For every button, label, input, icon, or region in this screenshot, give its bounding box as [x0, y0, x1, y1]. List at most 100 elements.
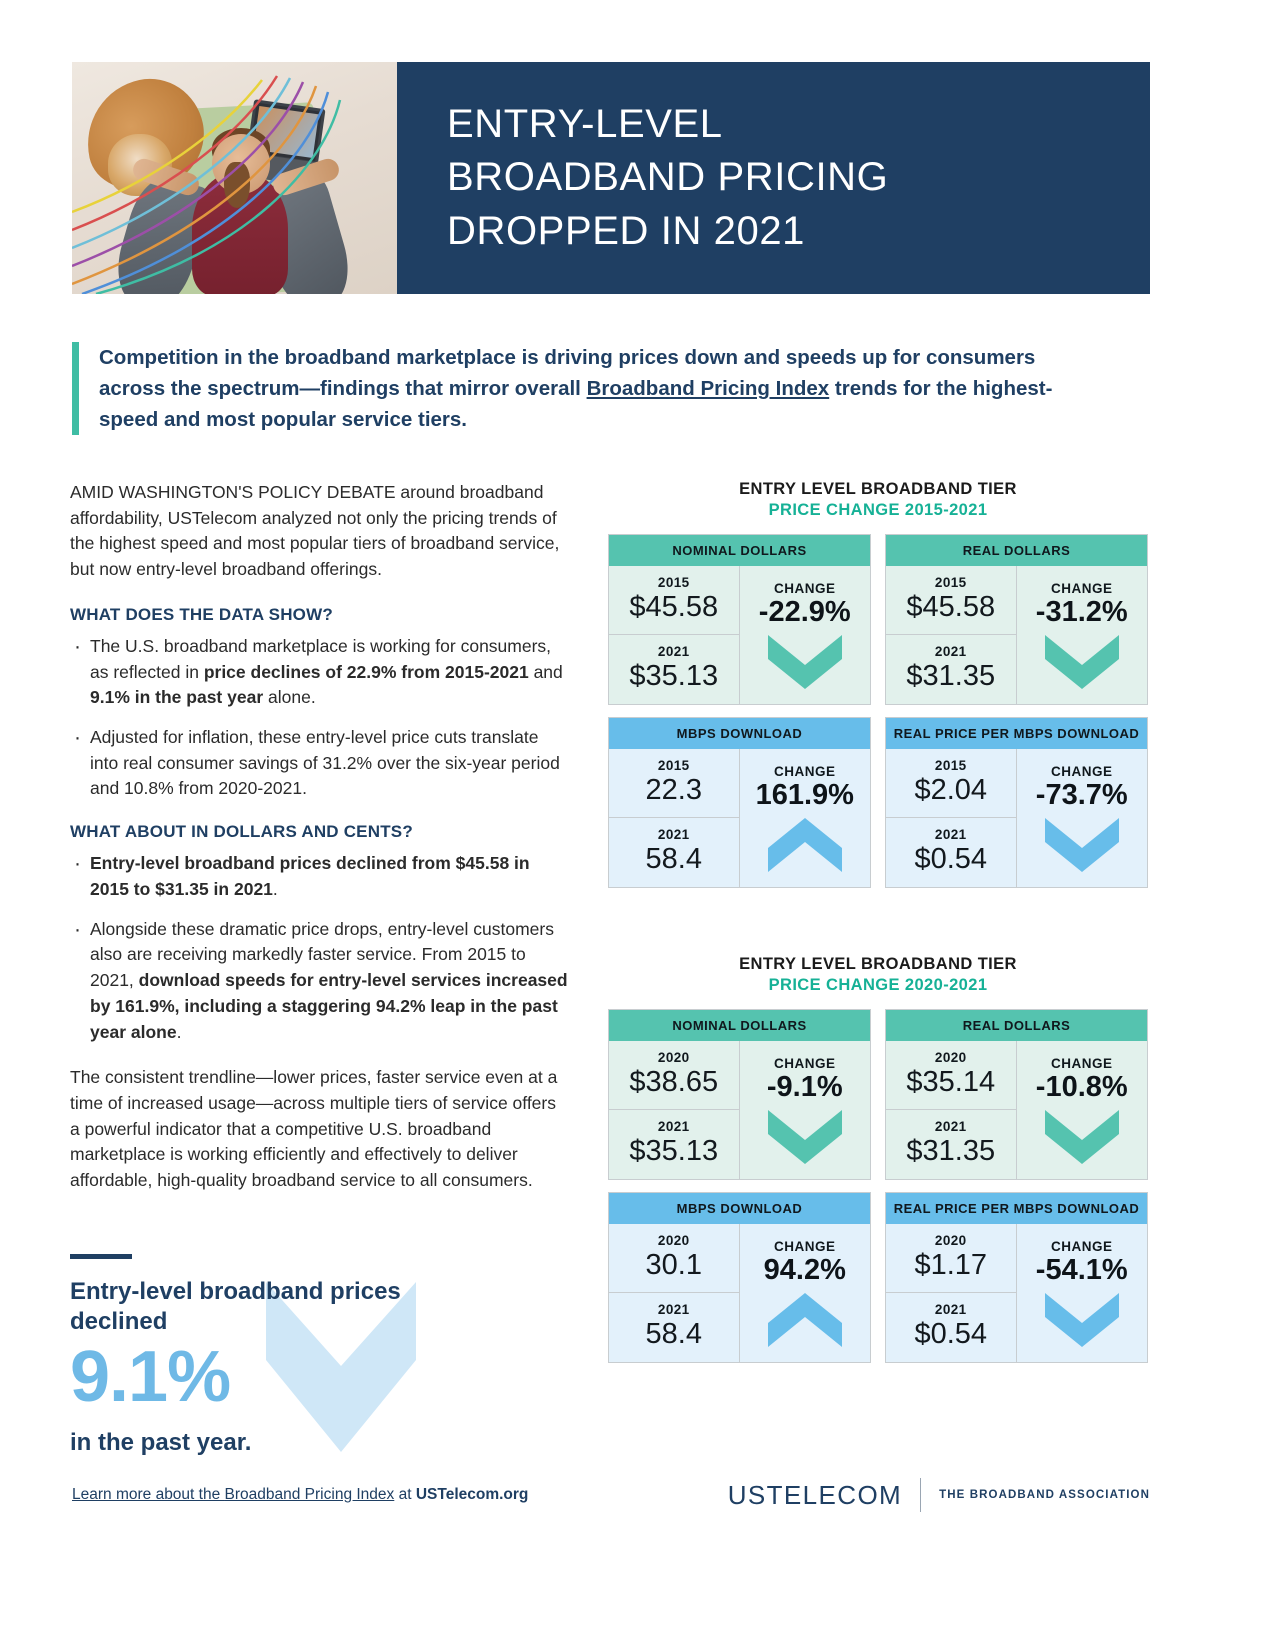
year-label: 2015: [657, 575, 690, 590]
change-value: 94.2%: [763, 1253, 846, 1286]
year-cell: 2015 22.3: [609, 749, 739, 819]
change-value: -10.8%: [1035, 1071, 1128, 1103]
year-value: $31.35: [906, 660, 996, 693]
title-line-2: BROADBAND PRICING: [447, 155, 889, 200]
change-label: CHANGE: [1050, 1056, 1113, 1071]
year-label: 2021: [657, 644, 690, 660]
quote-text: Competition in the broadband marketplace…: [99, 342, 1102, 435]
bullet-list-1: The U.S. broadband marketplace is workin…: [70, 632, 570, 802]
change-label: CHANGE: [1050, 581, 1113, 596]
footer-link-bpi[interactable]: Broadband Pricing Index: [224, 1486, 395, 1503]
card-body: 2015 22.3 2021 58.4 CHANGE 161.9%: [609, 748, 871, 887]
year-cell: 2020 $38.65: [609, 1041, 739, 1111]
callout-stat-value: 9.1%: [70, 1337, 231, 1417]
panel-2-card-grid: NOMINAL DOLLARS 2020 $38.65 2021 $35.13: [608, 1009, 1148, 1363]
panel-1-title: ENTRY LEVEL BROADBAND TIER: [739, 480, 1017, 498]
year-value: $35.13: [629, 1135, 719, 1168]
callout-tail-text: in the past year.: [70, 1429, 252, 1456]
callout-rule: [70, 1254, 132, 1259]
year-value: $1.17: [914, 1248, 988, 1281]
year-cell: 2020 30.1: [609, 1224, 739, 1294]
chevron-down-icon: [1044, 1109, 1119, 1169]
bullet1-text-a: The U.S. broadband marketplace is workin…: [90, 635, 552, 682]
card-year-column: 2020 $38.65 2021 $35.13: [609, 1041, 740, 1179]
footer-logo: USTELECOM THE BROADBAND ASSOCIATION: [728, 1478, 1150, 1512]
panel-2-title: ENTRY LEVEL BROADBAND TIER: [739, 955, 1017, 973]
year-label: 2020: [657, 1050, 690, 1065]
closing-paragraph: The consistent trendline—lower prices, f…: [70, 1067, 558, 1191]
card-mbps-download: MBPS DOWNLOAD 2020 30.1 2021 58.4 CHAN: [608, 1191, 871, 1363]
list-item: Entry-level broadband prices declined fr…: [70, 849, 570, 902]
change-label: CHANGE: [773, 1056, 836, 1071]
year-cell: 2015 $45.58: [886, 566, 1016, 636]
card-header: NOMINAL DOLLARS: [609, 1010, 870, 1041]
bullet4-bold: download speeds for entry-level services…: [90, 970, 568, 1042]
card-header: MBPS DOWNLOAD: [609, 717, 870, 749]
year-value: $38.65: [629, 1066, 719, 1098]
card-real-dollars: REAL DOLLARS 2020 $35.14 2021 $31.35 C: [885, 1009, 1148, 1180]
card-real-price-per-mbps: REAL PRICE PER MBPS DOWNLOAD 2020 $1.17 …: [885, 1191, 1148, 1363]
footer-learn-more: Learn more about the Broadband Pricing I…: [72, 1486, 528, 1504]
year-value: $45.58: [906, 591, 996, 623]
card-body: 2015 $2.04 2021 $0.54 CHANGE -73.7%: [886, 748, 1147, 887]
year-label: 2021: [934, 1302, 967, 1318]
quote-link-bpi[interactable]: Broadband Pricing Index: [586, 377, 830, 401]
change-label: CHANGE: [1050, 763, 1113, 779]
panel-1-card-grid: NOMINAL DOLLARS 2015 $45.58 2021 $35.13: [608, 534, 1148, 888]
list-item: Alongside these dramatic price drops, en…: [70, 915, 570, 1046]
card-year-column: 2015 $2.04 2021 $0.54: [886, 748, 1017, 887]
year-cell: 2021 $35.13: [609, 1110, 739, 1178]
year-label: 2015: [934, 757, 967, 773]
quote-part-2: trends for the highest-speed and most po…: [99, 377, 1053, 432]
chevron-down-large-icon: [266, 1282, 416, 1452]
section-heading-data-show: WHAT DOES THE DATA SHOW?: [70, 604, 333, 624]
section-heading-dollars-cents: WHAT ABOUT IN DOLLARS AND CENTS?: [70, 822, 413, 842]
card-real-dollars: REAL DOLLARS 2015 $45.58 2021 $31.35 C: [885, 534, 1148, 705]
connectivity-rays-icon: [72, 75, 342, 294]
change-value: 161.9%: [755, 778, 854, 811]
card-header: REAL PRICE PER MBPS DOWNLOAD: [886, 717, 1147, 749]
panel-2-subtitle: PRICE CHANGE 2020-2021: [768, 976, 988, 994]
hero-photo: [72, 62, 397, 294]
logo-divider: [920, 1478, 922, 1512]
card-change-column: CHANGE 161.9%: [740, 749, 871, 887]
bullet4-period: .: [176, 1021, 182, 1042]
chevron-up-icon: [767, 817, 842, 877]
header-banner: ENTRY-LEVEL BROADBAND PRICING DROPPED IN…: [72, 62, 1150, 294]
panel-1-subtitle: PRICE CHANGE 2015-2021: [768, 501, 988, 519]
change-value: -22.9%: [758, 596, 851, 628]
year-cell: 2021 58.4: [609, 818, 739, 886]
card-body: 2015 $45.58 2021 $35.13 CHANGE -22.9%: [609, 566, 870, 704]
article-column: AMID WASHINGTON'S POLICY DEBATE around b…: [70, 480, 570, 1216]
year-value: $0.54: [914, 843, 988, 876]
change-label: CHANGE: [1050, 1238, 1113, 1254]
bullet1-bold-2: 9.1% in the past year: [90, 687, 264, 708]
year-cell: 2021 $35.13: [609, 635, 739, 703]
year-label: 2015: [657, 757, 690, 773]
footer-mid-text: at: [394, 1486, 416, 1503]
stat-panel-2015-2021: ENTRY LEVEL BROADBAND TIER PRICE CHANGE …: [608, 480, 1148, 888]
bullet3-period: .: [272, 878, 278, 899]
year-value: 22.3: [645, 773, 702, 806]
page-footer: Learn more about the Broadband Pricing I…: [72, 1478, 1150, 1512]
list-item: The U.S. broadband marketplace is workin…: [70, 632, 570, 711]
card-header: REAL PRICE PER MBPS DOWNLOAD: [886, 1192, 1147, 1224]
bullet3-bold: Entry-level broadband prices declined fr…: [90, 853, 530, 899]
bullet4-text-a: Alongside these dramatic price drops, en…: [90, 918, 554, 991]
callout-stat-block: Entry-level broadband prices declined 9.…: [70, 1254, 500, 1457]
card-year-column: 2015 22.3 2021 58.4: [609, 748, 740, 887]
footer-site-link[interactable]: USTelecom.org: [415, 1486, 529, 1503]
card-body: 2020 $35.14 2021 $31.35 CHANGE -10.8%: [886, 1041, 1147, 1179]
year-label: 2021: [934, 644, 967, 660]
year-label: 2021: [934, 827, 967, 843]
card-nominal-dollars: NOMINAL DOLLARS 2020 $38.65 2021 $35.13: [608, 1009, 871, 1180]
footer-lead-text: Learn more about the: [72, 1486, 225, 1503]
year-label: 2021: [657, 827, 690, 843]
year-cell: 2021 $0.54: [886, 1293, 1016, 1361]
year-cell: 2021 $0.54: [886, 818, 1016, 886]
card-year-column: 2020 $1.17 2021 $0.54: [886, 1223, 1017, 1362]
change-value: -54.1%: [1035, 1253, 1128, 1286]
card-body: 2015 $45.58 2021 $31.35 CHANGE -31.2%: [886, 566, 1147, 704]
card-header: REAL DOLLARS: [886, 535, 1147, 566]
year-value: $35.14: [906, 1066, 996, 1098]
